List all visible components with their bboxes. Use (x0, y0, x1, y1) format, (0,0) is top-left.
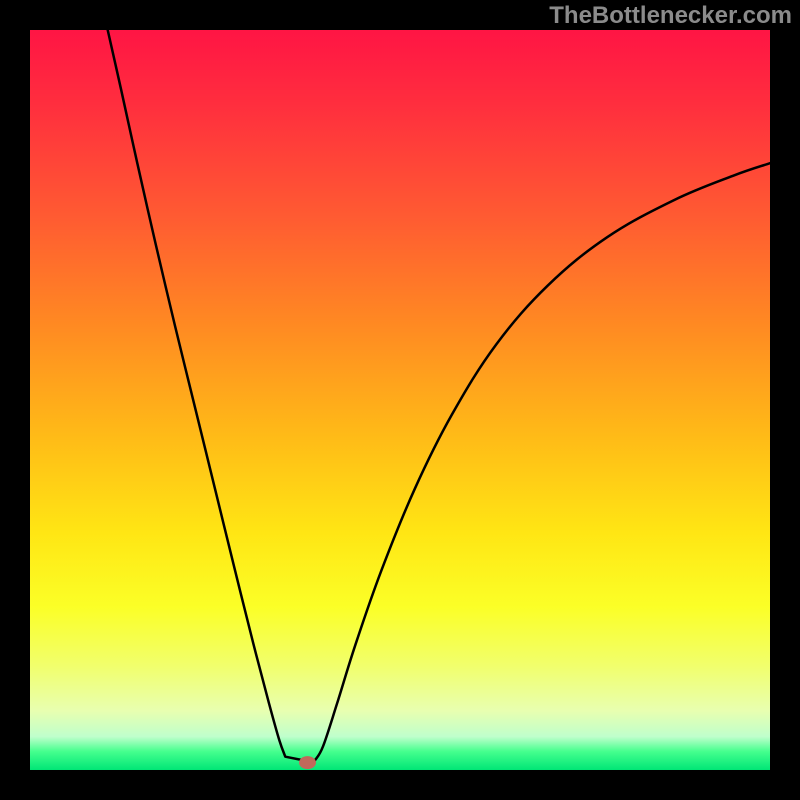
outer-frame: TheBottlenecker.com (0, 0, 800, 800)
gradient-background (30, 30, 770, 770)
watermark-text: TheBottlenecker.com (549, 2, 792, 30)
chart-plot-area (30, 30, 770, 770)
optimal-point-marker (300, 757, 316, 769)
chart-svg (30, 30, 770, 770)
